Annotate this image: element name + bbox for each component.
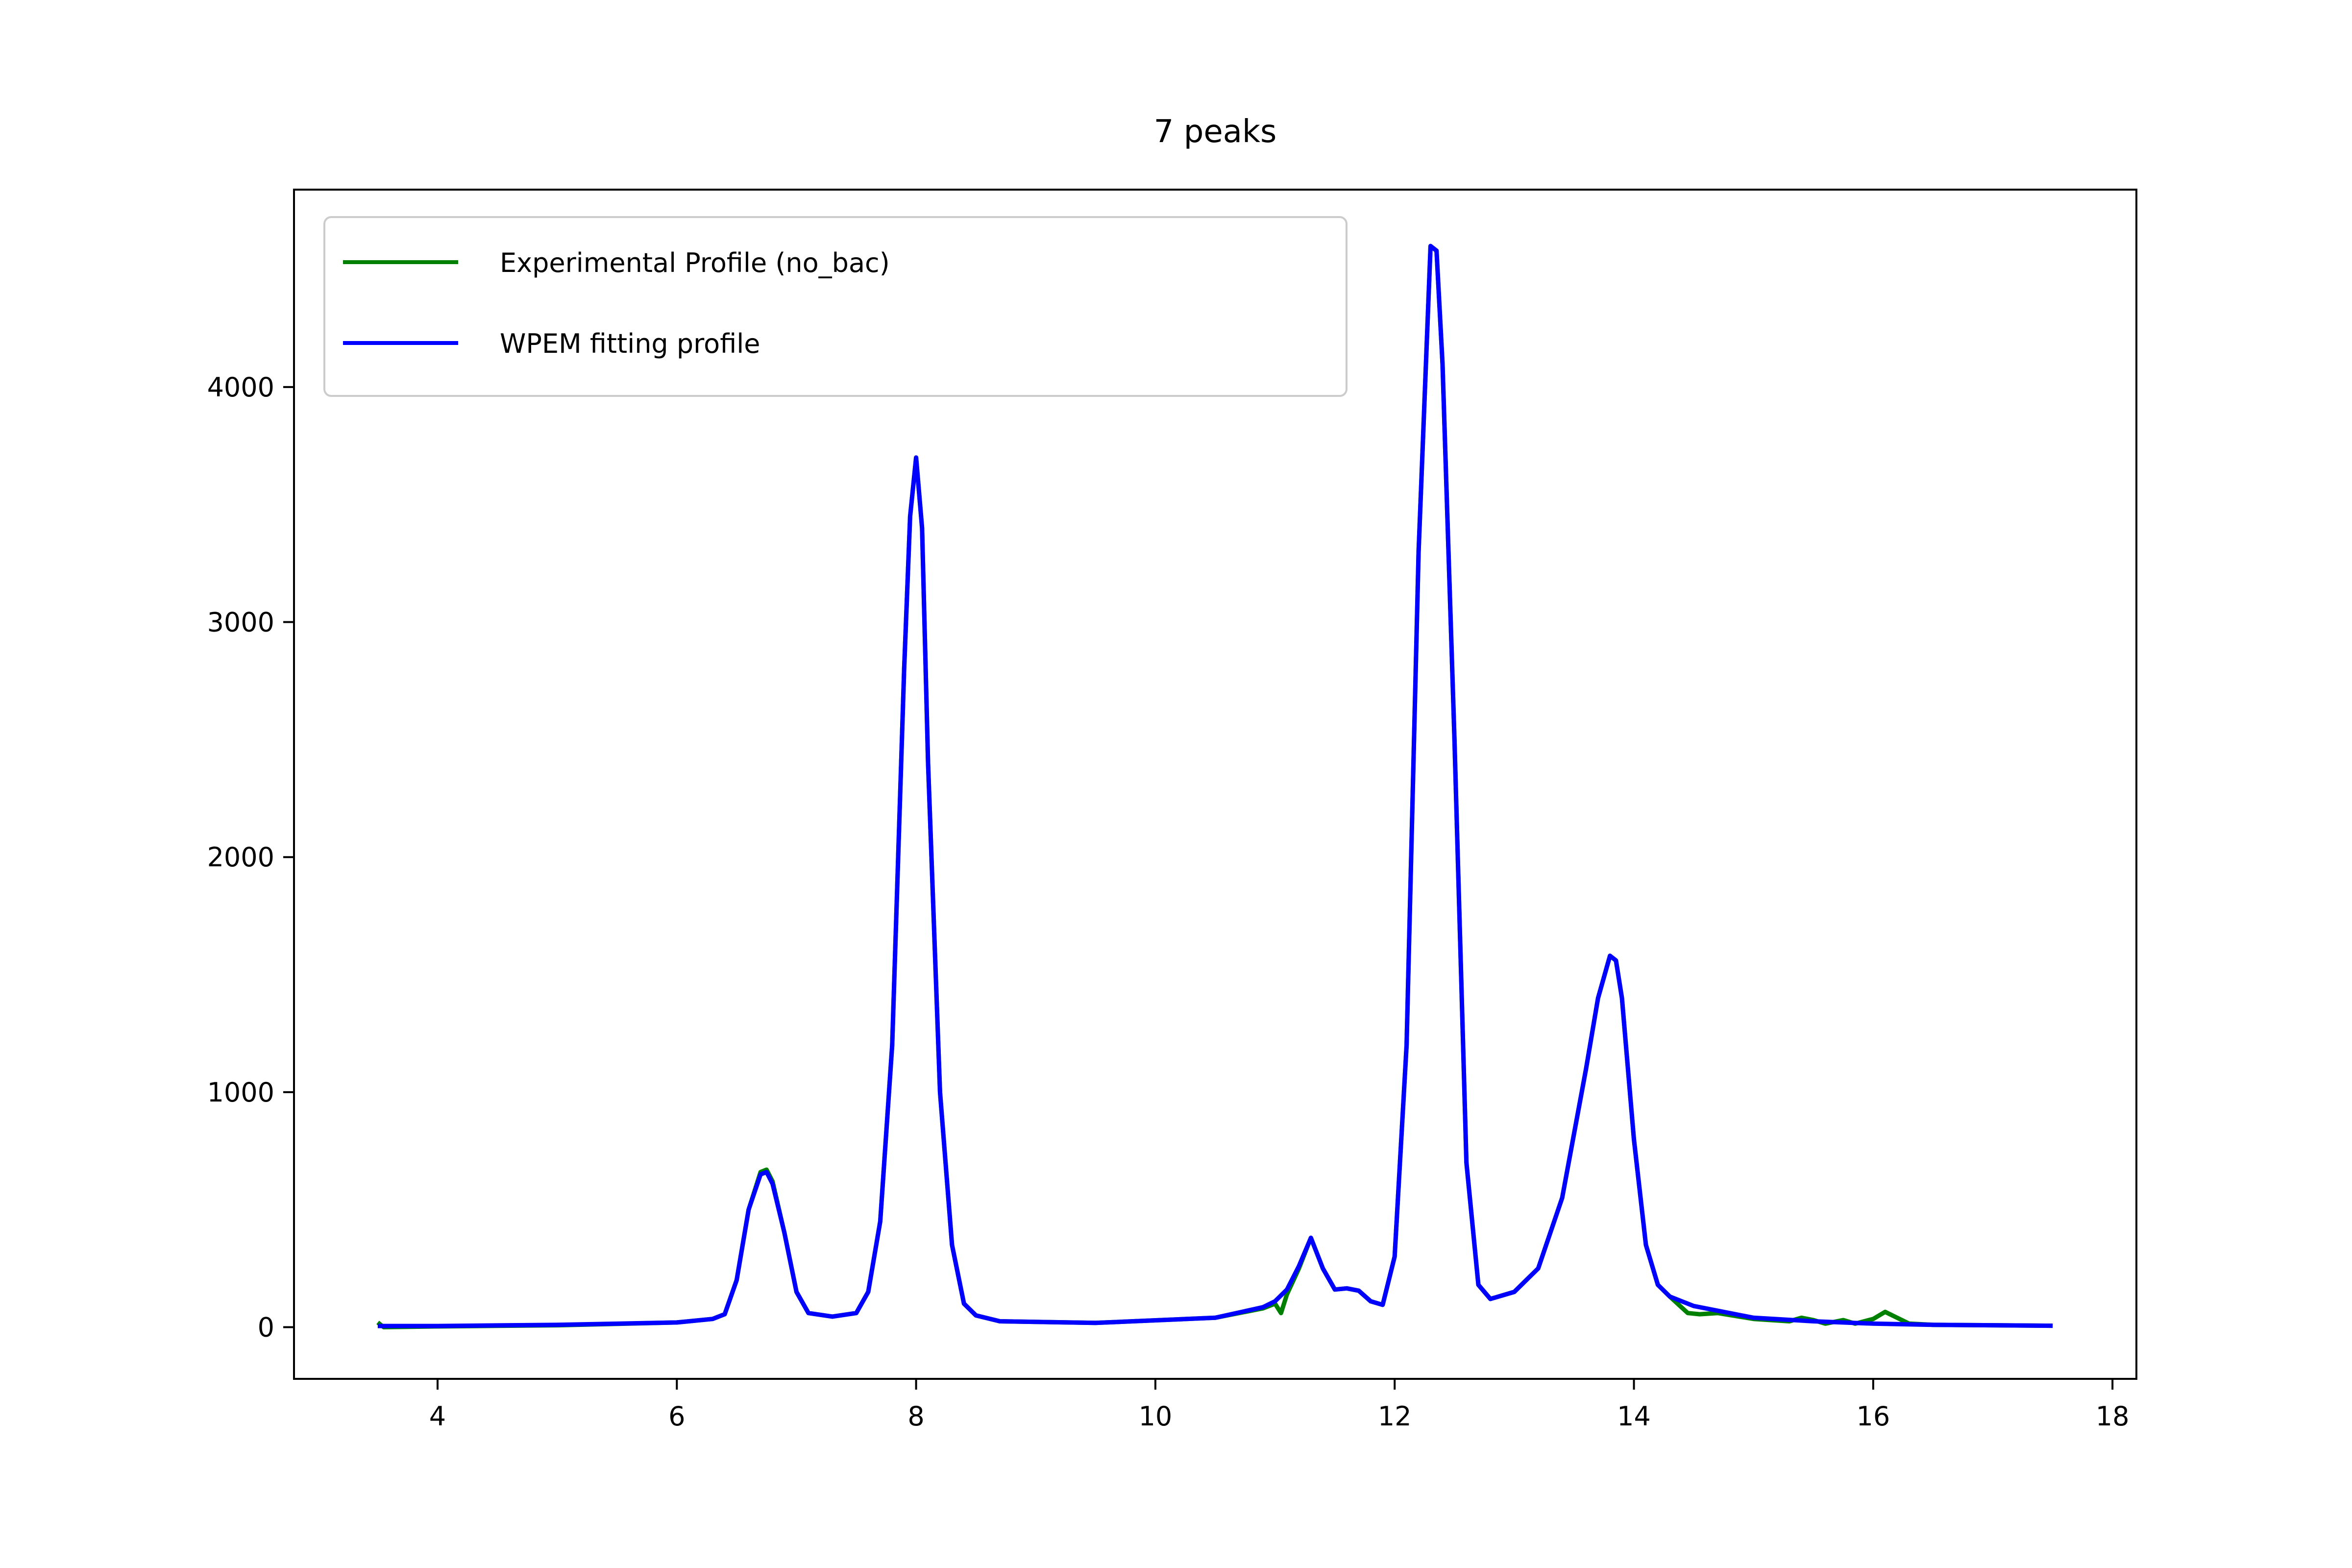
x-tick-label: 8 — [907, 1401, 924, 1432]
series-line-wpem-fitting-profile — [377, 244, 2053, 1328]
x-tick-label: 6 — [668, 1401, 685, 1432]
y-tick-label: 2000 — [207, 842, 274, 873]
legend-box — [323, 216, 1348, 397]
y-tick-label: 4000 — [207, 372, 274, 403]
y-axis: 0 1000 2000 3000 4000 — [207, 372, 294, 1343]
x-tick-label: 10 — [1139, 1401, 1173, 1432]
series-layer — [376, 244, 2053, 1329]
x-tick-label: 18 — [2096, 1401, 2130, 1432]
y-tick-label: 1000 — [207, 1077, 274, 1108]
legend-label-wpem: WPEM fitting profile — [500, 328, 760, 359]
x-tick-label: 16 — [1856, 1401, 1890, 1432]
x-tick-label: 14 — [1617, 1401, 1651, 1432]
y-tick-label: 3000 — [207, 607, 274, 638]
legend-label-experimental: Experimental Profile (no_bac) — [500, 247, 890, 278]
y-tick-label: 0 — [258, 1312, 274, 1343]
x-axis: 4 6 8 10 12 14 16 18 — [429, 1379, 2130, 1432]
legend: Experimental Profile (no_bac) WPEM fitti… — [323, 216, 1348, 397]
x-tick-label: 12 — [1378, 1401, 1412, 1432]
chart-title: 7 peaks — [1154, 114, 1277, 150]
x-tick-label: 4 — [429, 1401, 446, 1432]
plot-area-frame — [293, 189, 2137, 1380]
